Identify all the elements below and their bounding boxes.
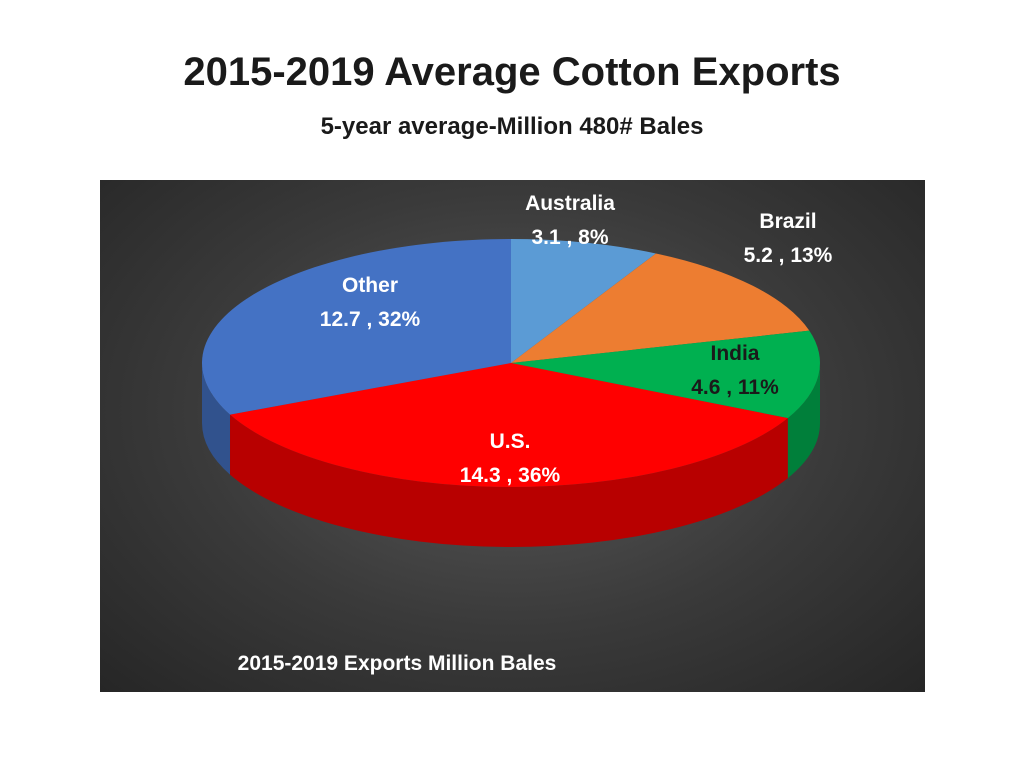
pie-slice-brazil bbox=[511, 253, 810, 363]
pie-slice-india bbox=[511, 330, 820, 419]
pie-chart: Australia 3.1 , 8% Brazil 5.2 , 13% India 4.6… bbox=[201, 192, 833, 675]
slice-label-name-other: Other bbox=[342, 274, 398, 297]
slice-label-name-us: U.S. bbox=[490, 430, 531, 453]
page-subtitle: 5-year average-Million 480# Bales bbox=[320, 113, 704, 140]
slice-label-value-us: 14.3 , 36% bbox=[460, 464, 561, 487]
pie-slice-other bbox=[201, 239, 511, 415]
pie-slice-australia bbox=[511, 239, 656, 363]
pie-side-other bbox=[202, 363, 231, 475]
slice-label-name-australia: Australia bbox=[525, 192, 615, 215]
pie-tops bbox=[201, 239, 820, 487]
chart-panel: Australia 3.1 , 8% Brazil 5.2 , 13% India 4.6… bbox=[100, 180, 925, 692]
chart-caption: 2015-2019 Exports Million Bales bbox=[238, 652, 557, 675]
page-title: 2015-2019 Average Cotton Exports bbox=[183, 50, 841, 94]
slice-label-value-india: 4.6 , 11% bbox=[691, 376, 779, 399]
pie-labels: Australia 3.1 , 8% Brazil 5.2 , 13% India 4.6… bbox=[320, 192, 833, 487]
slice-label-value-australia: 3.1 , 8% bbox=[531, 226, 608, 249]
pie-sides bbox=[202, 363, 820, 547]
pie-side-us bbox=[230, 414, 788, 547]
pie-side-india bbox=[787, 363, 820, 479]
slice-label-name-india: India bbox=[710, 342, 759, 365]
slice-label-value-brazil: 5.2 , 13% bbox=[744, 244, 833, 267]
slice-label-name-brazil: Brazil bbox=[759, 210, 816, 233]
pie-slice-us bbox=[230, 363, 788, 487]
slice-label-value-other: 12.7 , 32% bbox=[320, 308, 421, 331]
